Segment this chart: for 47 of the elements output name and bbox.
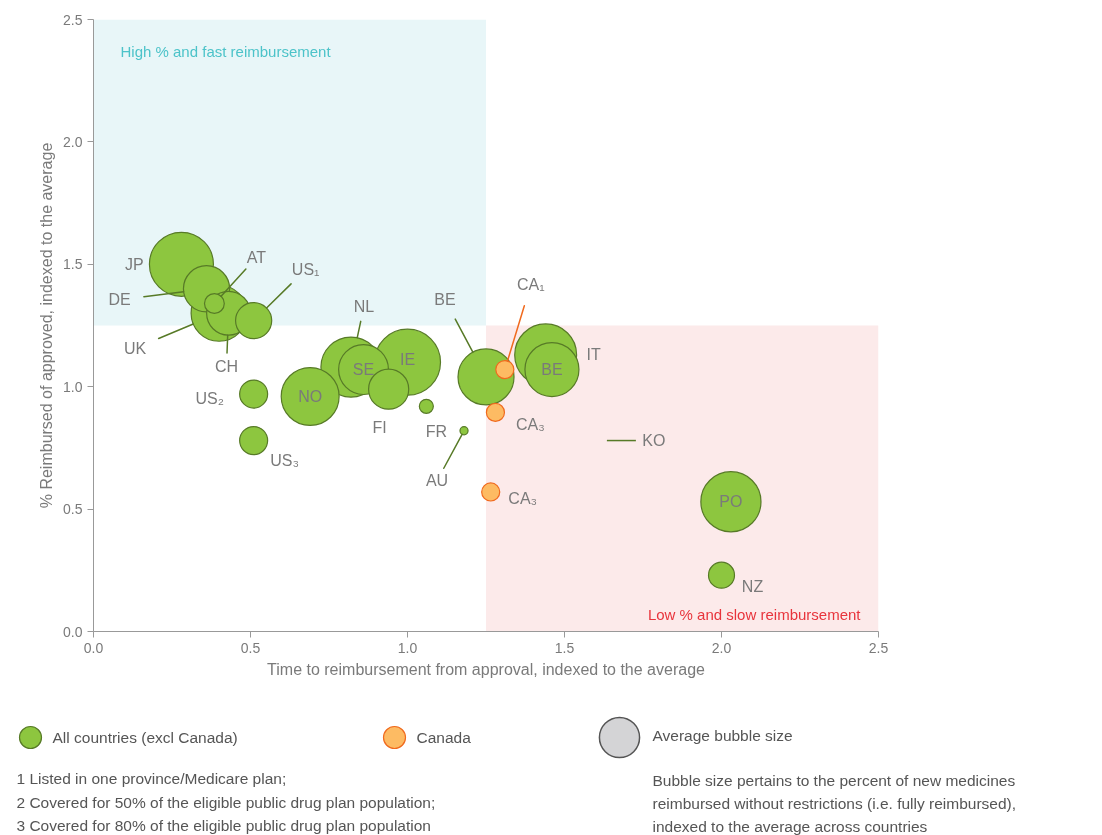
data-label: CA₁ — [517, 276, 545, 294]
data-label: US₃ — [270, 452, 300, 470]
legend-label: Average bubble size — [652, 727, 793, 744]
data-label: NZ — [741, 577, 764, 595]
y-tick-label: 2.0 — [63, 133, 83, 150]
data-label: US₁ — [291, 261, 320, 279]
data-label: JP — [125, 255, 144, 273]
legend-label: Canada — [416, 729, 472, 746]
data-label: NL — [353, 297, 375, 315]
band-label: High % and fast reimbursement — [120, 43, 332, 60]
legend-label: All countries (excl Canada) — [52, 729, 238, 746]
annotation: KO — [642, 432, 666, 450]
data-label: US₂ — [195, 389, 224, 407]
data-label: DE — [108, 291, 131, 309]
y-axis-title: % Reimbursed of approved, indexed to the average — [38, 142, 56, 509]
x-tick-label: 0.5 — [240, 639, 261, 656]
data-label: BE — [541, 361, 563, 379]
x-axis-title: Time to reimbursement from approval, indexed to the average — [267, 660, 706, 678]
data-label: IT — [586, 346, 601, 364]
y-tick-label: 1.0 — [63, 378, 83, 395]
data-label: UK — [123, 339, 147, 357]
text: 1 Listed in one province/Medicare plan; — [16, 770, 287, 787]
data-label: CA₃ — [516, 415, 545, 433]
data-label: AU — [425, 472, 449, 490]
data-label: CH — [214, 357, 239, 375]
data-label: AT — [246, 248, 267, 266]
x-tick-label: 0.0 — [83, 639, 104, 656]
x-tick-label: 1.0 — [397, 639, 418, 656]
data-label: SE — [352, 361, 375, 379]
y-tick-label: 2.5 — [63, 11, 83, 28]
data-label: FR — [425, 422, 447, 440]
data-label: NO — [298, 387, 323, 405]
data-label: FI — [372, 418, 387, 436]
x-tick-label: 2.5 — [868, 639, 889, 656]
data-label: IE — [399, 350, 416, 368]
band-label: Low % and slow reimbursement — [647, 606, 862, 623]
x-tick-label: 1.5 — [554, 639, 575, 656]
text: 3 Covered for 80% of the eligible public drug plan population — [16, 817, 431, 834]
text: 2 Covered for 50% of the eligible public drug plan population; — [16, 793, 436, 811]
x-tick-label: 2.0 — [711, 639, 732, 656]
y-tick-label: 0.0 — [63, 623, 83, 640]
data-label: CA₃ — [508, 490, 538, 508]
data-label: BE — [434, 291, 456, 309]
y-tick-label: 0.5 — [63, 501, 83, 518]
text: Bubble size pertains to the percent of new medicines reimbursed without restrictions (i.e. fully reimbursed), indexed to the average across countries — [652, 772, 1017, 835]
y-tick-label: 1.5 — [63, 256, 83, 273]
data-label: PO — [719, 493, 743, 511]
